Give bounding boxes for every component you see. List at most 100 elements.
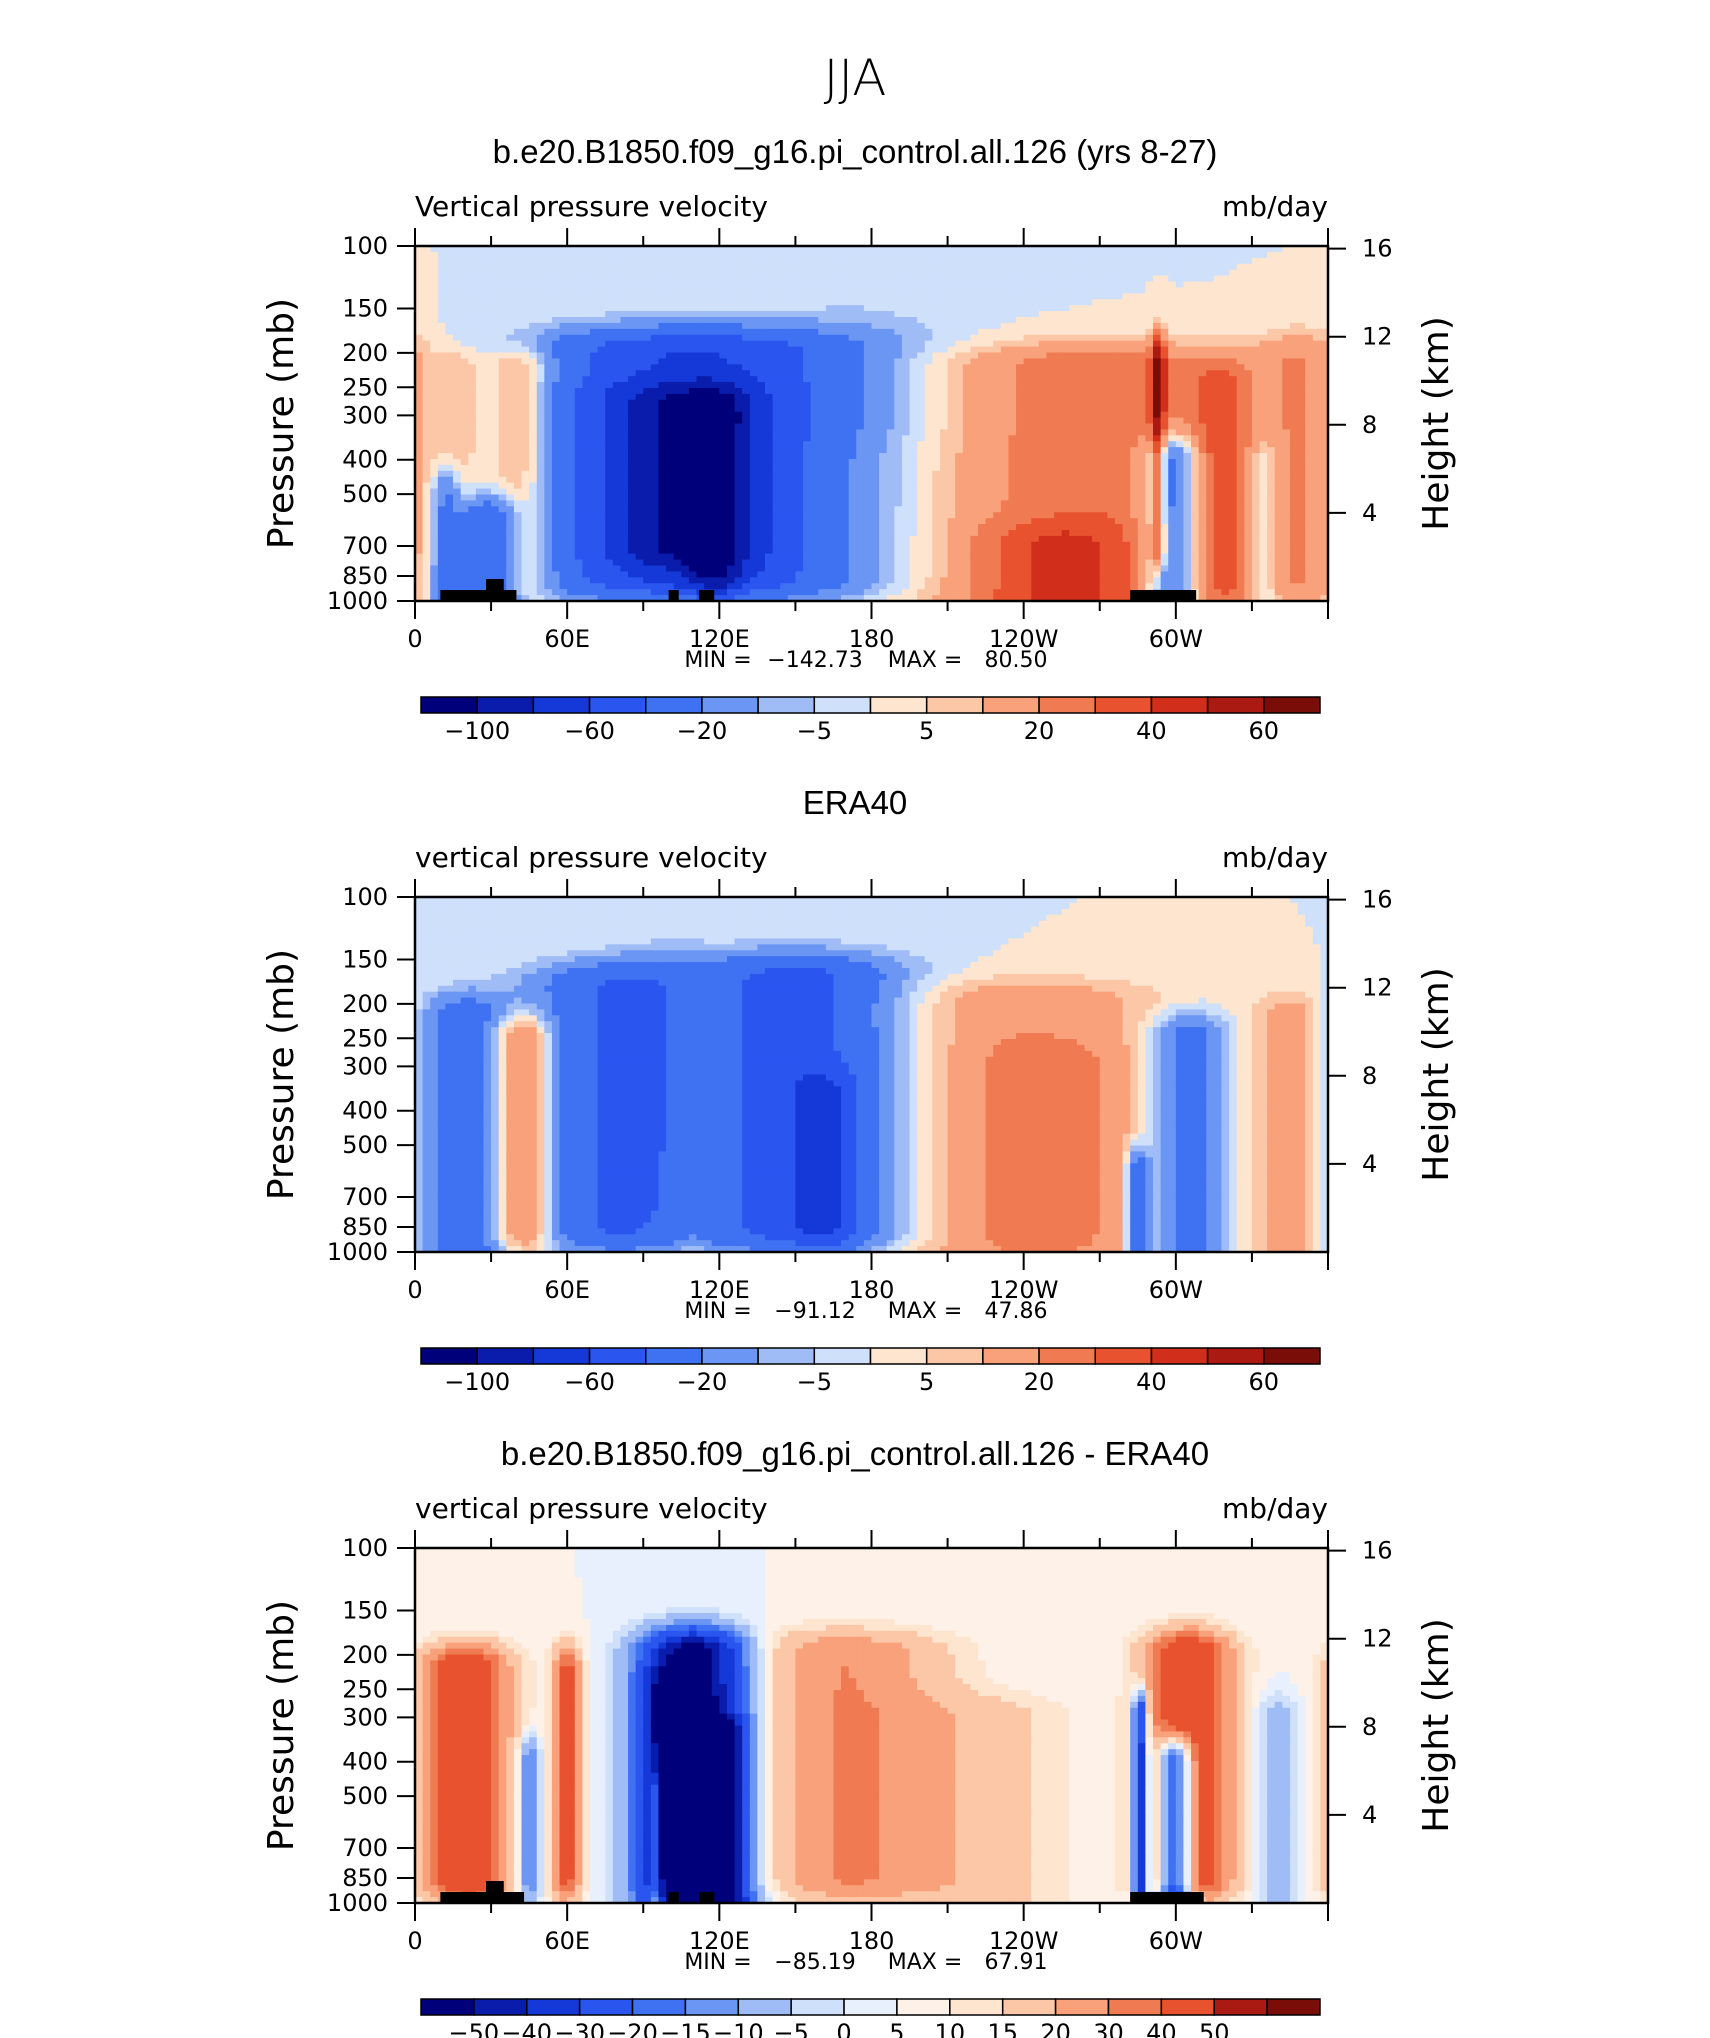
heatmap-cell — [522, 270, 530, 277]
heatmap-cell — [773, 453, 781, 460]
heatmap-cell — [674, 429, 682, 436]
heatmap-cell — [666, 388, 674, 395]
heatmap-cell — [438, 299, 446, 306]
heatmap-cell — [445, 293, 453, 300]
heatmap-cell — [1290, 299, 1298, 306]
heatmap-cell — [1229, 341, 1237, 348]
heatmap-cell — [1130, 412, 1138, 419]
heatmap-cell — [643, 276, 651, 283]
heatmap-cell — [1206, 418, 1214, 425]
heatmap-cell — [689, 323, 697, 330]
heatmap-cell — [818, 276, 826, 283]
heatmap-cell — [651, 252, 659, 259]
heatmap-cell — [902, 394, 910, 401]
heatmap-cell — [453, 400, 461, 407]
heatmap-cell — [514, 353, 522, 360]
heatmap-cell — [1290, 358, 1298, 365]
heatmap-cell — [1237, 483, 1245, 490]
heatmap-cell — [506, 471, 514, 478]
heatmap-cell — [1298, 453, 1306, 460]
heatmap-cell — [826, 341, 834, 348]
heatmap-cell — [590, 311, 598, 318]
heatmap-cell — [476, 370, 484, 377]
heatmap-cell — [932, 424, 940, 431]
heatmap-cell — [582, 465, 590, 472]
heatmap-cell — [483, 258, 491, 265]
heatmap-cell — [1221, 459, 1229, 466]
heatmap-cell — [1252, 424, 1260, 431]
heatmap-cell — [499, 471, 507, 478]
heatmap-cell — [1313, 287, 1321, 294]
heatmap-cell — [689, 435, 697, 442]
heatmap-cell — [887, 459, 895, 466]
heatmap-cell — [719, 471, 727, 478]
heatmap-cell — [841, 489, 849, 496]
heatmap-cell — [1290, 353, 1298, 360]
heatmap-cell — [1183, 305, 1191, 312]
heatmap-cell — [1008, 287, 1016, 294]
heatmap-cell — [1244, 252, 1252, 259]
heatmap-cell — [1260, 282, 1268, 289]
heatmap-cell — [1183, 276, 1191, 283]
heatmap-cell — [1313, 429, 1321, 436]
heatmap-cell — [1092, 418, 1100, 425]
heatmap-cell — [849, 406, 857, 413]
heatmap-cell — [537, 252, 545, 259]
heatmap-cell — [795, 329, 803, 336]
heatmap-cell — [1305, 394, 1313, 401]
heatmap-cell — [757, 483, 765, 490]
heatmap-cell — [917, 465, 925, 472]
heatmap-cell — [476, 388, 484, 395]
heatmap-cell — [423, 477, 431, 484]
heatmap-cell — [658, 287, 666, 294]
heatmap-cell — [697, 459, 705, 466]
heatmap-cell — [468, 299, 476, 306]
heatmap-cell — [1176, 477, 1184, 484]
heatmap-cell — [506, 418, 514, 425]
heatmap-cell — [1176, 353, 1184, 360]
heatmap-cell — [856, 305, 864, 312]
heatmap-cell — [780, 329, 788, 336]
heatmap-cell — [674, 447, 682, 454]
heatmap-cell — [811, 370, 819, 377]
heatmap-cell — [978, 382, 986, 389]
heatmap-cell — [1183, 477, 1191, 484]
heatmap-cell — [757, 270, 765, 277]
heatmap-cell — [529, 406, 537, 413]
heatmap-cell — [826, 311, 834, 318]
heatmap-cell — [582, 264, 590, 271]
heatmap-cell — [1214, 317, 1222, 324]
heatmap-cell — [1252, 447, 1260, 454]
heatmap-cell — [697, 353, 705, 360]
heatmap-cell — [643, 453, 651, 460]
heatmap-cell — [970, 258, 978, 265]
heatmap-cell — [902, 489, 910, 496]
heatmap-cell — [1145, 258, 1153, 265]
heatmap-cell — [1123, 341, 1131, 348]
heatmap-cell — [1298, 447, 1306, 454]
heatmap-cell — [522, 293, 530, 300]
heatmap-cell — [514, 299, 522, 306]
heatmap-cell — [932, 358, 940, 365]
heatmap-cell — [948, 323, 956, 330]
heatmap-cell — [803, 465, 811, 472]
heatmap-cell — [925, 258, 933, 265]
heatmap-cell — [704, 376, 712, 383]
heatmap-cell — [963, 394, 971, 401]
heatmap-cell — [643, 471, 651, 478]
heatmap-cell — [1153, 311, 1161, 318]
heatmap-cell — [773, 341, 781, 348]
heatmap-cell — [1221, 376, 1229, 383]
heatmap-cell — [643, 376, 651, 383]
heatmap-cell — [1046, 276, 1054, 283]
heatmap-cell — [757, 418, 765, 425]
heatmap-cell — [841, 483, 849, 490]
heatmap-cell — [613, 323, 621, 330]
heatmap-cell — [636, 394, 644, 401]
heatmap-cell — [719, 388, 727, 395]
heatmap-cell — [1282, 299, 1290, 306]
heatmap-cell — [757, 258, 765, 265]
heatmap-cell — [780, 483, 788, 490]
heatmap-cell — [818, 287, 826, 294]
heatmap-cell — [879, 453, 887, 460]
